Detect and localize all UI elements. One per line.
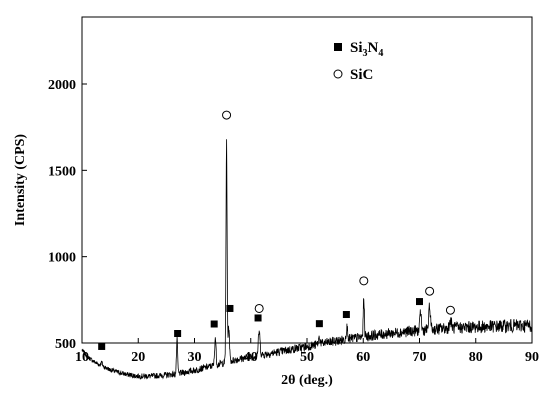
y-tick-label: 500 xyxy=(55,337,76,352)
x-tick-label: 40 xyxy=(244,350,258,365)
y-tick-label: 1000 xyxy=(48,251,76,266)
plot-area: 10 20 30 40 50 60 70 80 90 500 1000 1500 2000 xyxy=(48,16,539,380)
x-tick-label: 60 xyxy=(356,350,370,365)
sic-marker xyxy=(359,276,369,286)
sic-marker xyxy=(222,110,232,120)
x-tick-label: 80 xyxy=(469,350,483,365)
legend-si3n4-label: Si3N4 xyxy=(350,40,383,59)
x-tick-label: 10 xyxy=(75,350,89,365)
legend-si3n4-sub2: 4 xyxy=(378,48,383,59)
x-axis-label: 2θ (deg.) xyxy=(281,373,333,388)
legend-si3n4-n: N xyxy=(368,40,379,56)
plot-frame xyxy=(81,16,533,344)
si3n4-marker xyxy=(174,330,182,338)
legend: Si3N4 SiC xyxy=(333,40,383,83)
x-tick-label: 70 xyxy=(413,350,427,365)
x-tick-label: 30 xyxy=(188,350,202,365)
si3n4-marker xyxy=(315,320,323,328)
y-tick-label: 2000 xyxy=(48,78,76,93)
si3n4-marker xyxy=(342,311,350,319)
x-tick-label: 90 xyxy=(525,350,539,365)
y-tick-label: 1500 xyxy=(48,164,76,179)
sic-marker xyxy=(425,286,435,296)
legend-si3n4-si: Si xyxy=(350,40,363,56)
sic-marker xyxy=(254,303,264,313)
si3n4-peak-markers xyxy=(98,298,423,350)
x-axis-ticks: 10 20 30 40 50 60 70 80 90 xyxy=(75,338,539,365)
y-axis-label: Intensity (CPS) xyxy=(13,134,28,227)
si3n4-marker xyxy=(416,298,423,306)
legend-sic-marker xyxy=(333,69,343,79)
legend-sic-label: SiC xyxy=(350,67,373,83)
sic-peak-markers xyxy=(222,110,455,315)
si3n4-marker xyxy=(210,320,218,328)
sic-marker xyxy=(445,305,455,315)
si3n4-marker xyxy=(98,342,106,350)
xrd-pattern-line xyxy=(81,139,533,380)
si3n4-marker xyxy=(226,304,234,312)
legend-si3n4-marker xyxy=(334,43,342,51)
x-tick-label: 20 xyxy=(131,350,145,365)
x-tick-label: 50 xyxy=(300,350,314,365)
legend-si3n4-sub1: 3 xyxy=(363,48,368,59)
y-axis-ticks: 500 1000 1500 2000 xyxy=(48,78,87,352)
si3n4-marker xyxy=(254,314,262,322)
